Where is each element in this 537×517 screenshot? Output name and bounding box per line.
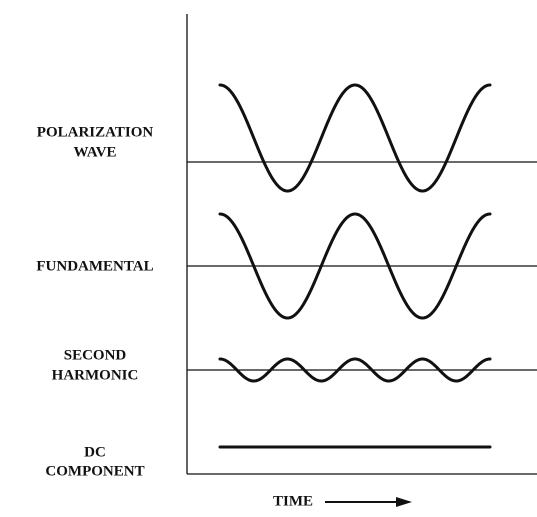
time-arrowhead (396, 497, 412, 507)
x-axis-label: TIME (273, 493, 313, 509)
label: HARMONIC (52, 367, 139, 383)
second-harmonic-wave (218, 357, 492, 383)
label: FUNDAMENTAL (36, 258, 153, 274)
polarization-wave (218, 83, 492, 193)
label: WAVE (73, 144, 116, 160)
label: DC (84, 444, 106, 460)
label: SECOND (64, 347, 127, 363)
fundamental-wave (218, 212, 492, 320)
label: COMPONENT (45, 463, 144, 479)
label: POLARIZATION (37, 124, 154, 140)
